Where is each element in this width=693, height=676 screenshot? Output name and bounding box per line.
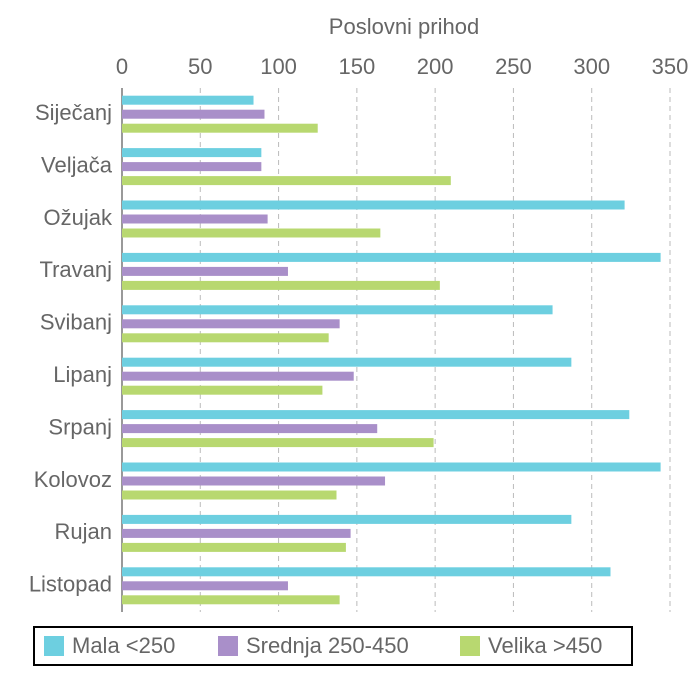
bar xyxy=(122,162,262,172)
x-tick-label: 0 xyxy=(116,54,128,79)
bar xyxy=(122,424,378,434)
bar xyxy=(122,595,340,605)
bar xyxy=(122,123,318,133)
bar xyxy=(122,385,323,395)
bar xyxy=(122,567,611,577)
bar xyxy=(122,148,262,158)
bar xyxy=(122,476,386,486)
legend-label: Velika >450 xyxy=(488,633,602,658)
x-tick-label: 150 xyxy=(338,54,375,79)
legend-label: Mala <250 xyxy=(72,633,175,658)
y-tick-label: Svibanj xyxy=(40,310,112,335)
chart-title: Poslovni prihod xyxy=(329,14,479,39)
bar xyxy=(122,214,268,224)
bar xyxy=(122,438,434,448)
bar xyxy=(122,462,661,472)
bar xyxy=(122,228,381,238)
bar xyxy=(122,333,329,343)
bar xyxy=(122,319,340,329)
y-tick-label: Ožujak xyxy=(44,205,113,230)
bar xyxy=(122,410,630,420)
y-tick-label: Srpanj xyxy=(48,414,112,439)
bar xyxy=(122,514,572,524)
bar xyxy=(122,95,254,105)
y-tick-label: Siječanj xyxy=(35,100,112,125)
bar xyxy=(122,490,337,500)
y-tick-label: Kolovoz xyxy=(34,467,112,492)
x-tick-label: 250 xyxy=(495,54,532,79)
bar xyxy=(122,252,661,262)
x-tick-label: 300 xyxy=(573,54,610,79)
x-tick-label: 200 xyxy=(417,54,454,79)
y-tick-label: Listopad xyxy=(29,572,112,597)
y-tick-label: Travanj xyxy=(39,257,112,282)
bar xyxy=(122,109,265,119)
bar xyxy=(122,176,451,186)
y-tick-label: Veljača xyxy=(41,152,113,177)
legend-swatch xyxy=(44,636,64,656)
bar xyxy=(122,542,346,552)
legend-swatch xyxy=(460,636,480,656)
bar xyxy=(122,357,572,367)
bar xyxy=(122,305,553,315)
legend-swatch xyxy=(218,636,238,656)
bar xyxy=(122,200,625,210)
legend-label: Srednja 250-450 xyxy=(246,633,409,658)
y-tick-label: Rujan xyxy=(55,519,112,544)
x-tick-label: 50 xyxy=(188,54,212,79)
bar xyxy=(122,280,440,290)
bar xyxy=(122,371,354,381)
legend-box xyxy=(33,626,633,666)
bar xyxy=(122,266,288,276)
bar xyxy=(122,528,351,538)
y-tick-label: Lipanj xyxy=(53,362,112,387)
x-tick-label: 100 xyxy=(260,54,297,79)
bar xyxy=(122,581,288,591)
x-tick-label: 350 xyxy=(652,54,689,79)
